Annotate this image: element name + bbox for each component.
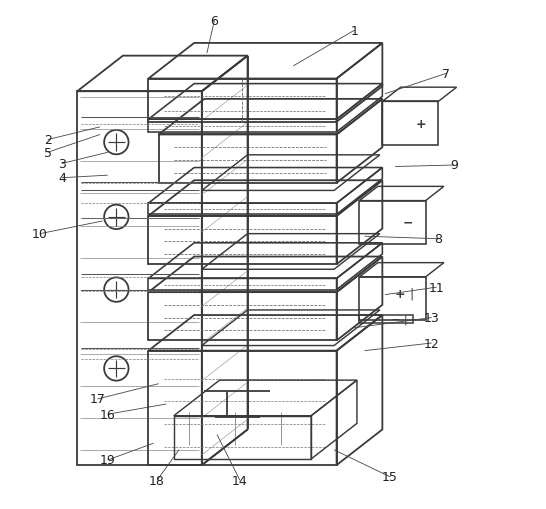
Bar	[359, 201, 425, 244]
Bar	[149, 204, 336, 215]
Text: +: +	[395, 288, 406, 300]
Bar	[149, 293, 336, 341]
Text: 2: 2	[44, 134, 52, 147]
Text: 8: 8	[434, 233, 442, 246]
Text: 19: 19	[100, 454, 116, 467]
Bar	[359, 315, 413, 323]
Text: 12: 12	[424, 337, 440, 350]
Text: 11: 11	[429, 281, 444, 294]
Text: 4: 4	[58, 172, 66, 185]
Text: |: |	[403, 314, 407, 324]
Bar	[149, 279, 336, 290]
Bar	[359, 277, 425, 321]
Text: −: −	[390, 314, 400, 324]
Text: −: −	[402, 216, 413, 229]
Text: 3: 3	[58, 158, 66, 171]
Bar	[158, 135, 336, 183]
Bar	[149, 120, 336, 133]
Text: 10: 10	[32, 228, 48, 241]
Text: 13: 13	[424, 312, 440, 324]
Bar	[77, 92, 202, 465]
Text: 1: 1	[351, 24, 358, 38]
Text: 6: 6	[211, 15, 218, 27]
Text: 7: 7	[442, 68, 450, 81]
Text: 15: 15	[382, 470, 398, 484]
Text: 16: 16	[100, 408, 116, 421]
Bar	[149, 351, 336, 465]
Text: 14: 14	[232, 474, 248, 487]
Bar	[174, 416, 311, 459]
Text: 9: 9	[450, 159, 458, 172]
Bar	[149, 216, 336, 265]
Text: |: |	[409, 288, 413, 300]
Bar	[149, 79, 336, 123]
Text: +: +	[415, 117, 426, 130]
Bar	[382, 102, 438, 146]
Text: 18: 18	[149, 474, 165, 487]
Text: 17: 17	[90, 392, 105, 406]
Text: 5: 5	[44, 147, 52, 159]
